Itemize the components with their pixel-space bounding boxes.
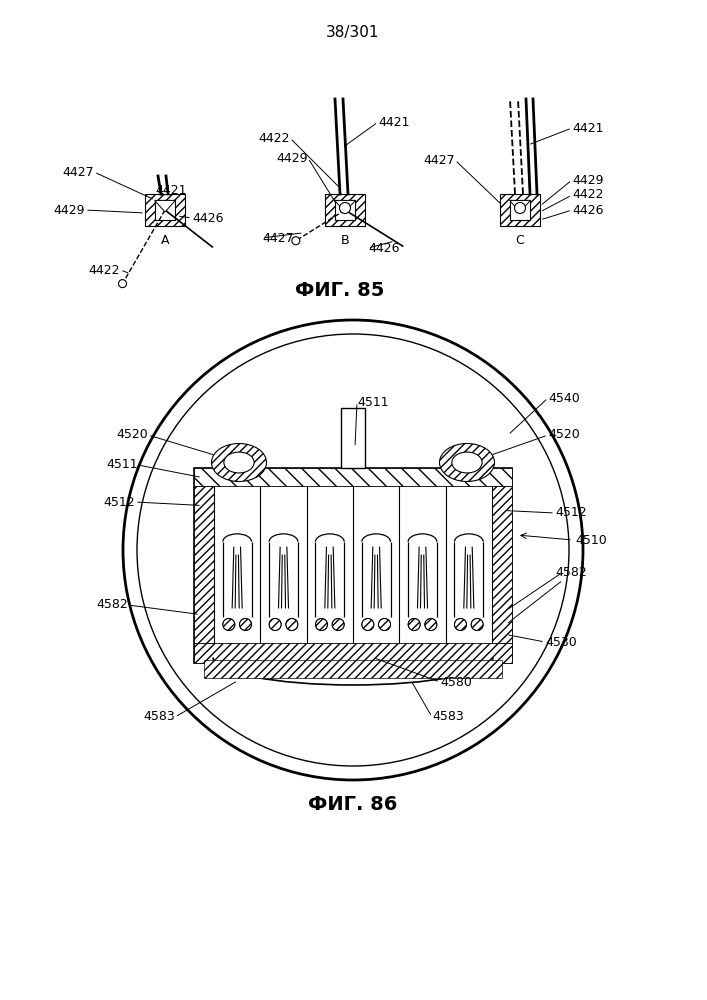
- Circle shape: [425, 618, 437, 631]
- Text: 4429: 4429: [572, 174, 604, 186]
- Text: 4421: 4421: [155, 184, 187, 196]
- Text: 4512: 4512: [103, 495, 135, 508]
- Text: 4427: 4427: [262, 232, 293, 244]
- Text: 4426: 4426: [192, 212, 223, 225]
- Bar: [194, 468, 512, 662]
- Ellipse shape: [211, 444, 267, 482]
- Circle shape: [315, 618, 327, 631]
- Bar: [334, 200, 356, 220]
- Text: 4583: 4583: [144, 710, 175, 724]
- Bar: [194, 468, 512, 486]
- Text: 4540: 4540: [548, 391, 580, 404]
- Text: 4421: 4421: [378, 115, 409, 128]
- Circle shape: [223, 618, 235, 631]
- Bar: [194, 486, 214, 643]
- Circle shape: [378, 618, 390, 631]
- Ellipse shape: [224, 452, 254, 473]
- Text: 4429: 4429: [276, 151, 308, 164]
- Text: ФИГ. 86: ФИГ. 86: [308, 796, 397, 814]
- Circle shape: [471, 618, 483, 631]
- Text: 4511: 4511: [106, 458, 138, 472]
- Text: 4426: 4426: [572, 204, 604, 217]
- Text: 4520: 4520: [116, 428, 148, 442]
- Circle shape: [292, 237, 300, 245]
- Text: 4582: 4582: [555, 566, 587, 578]
- Circle shape: [269, 618, 281, 631]
- Bar: [145, 194, 185, 226]
- Bar: [325, 194, 365, 226]
- Bar: [500, 194, 540, 226]
- Text: C: C: [515, 233, 525, 246]
- Circle shape: [240, 618, 252, 631]
- Circle shape: [408, 618, 420, 631]
- Ellipse shape: [452, 452, 482, 473]
- Circle shape: [286, 618, 298, 631]
- Circle shape: [332, 618, 344, 631]
- Text: 4510: 4510: [575, 534, 607, 546]
- Bar: [194, 643, 512, 662]
- Text: B: B: [341, 233, 349, 246]
- Text: 4580: 4580: [440, 676, 472, 688]
- Ellipse shape: [440, 444, 494, 482]
- Bar: [214, 486, 492, 643]
- Circle shape: [362, 618, 374, 631]
- Bar: [510, 200, 530, 220]
- Text: 4520: 4520: [548, 428, 580, 442]
- Text: 4582: 4582: [96, 598, 128, 611]
- Text: 4426: 4426: [368, 241, 399, 254]
- Text: 4421: 4421: [572, 121, 604, 134]
- Circle shape: [123, 320, 583, 780]
- Circle shape: [455, 618, 467, 631]
- Text: A: A: [160, 233, 169, 246]
- Circle shape: [339, 202, 351, 214]
- Circle shape: [515, 202, 525, 214]
- Text: 4422: 4422: [88, 263, 120, 276]
- Bar: [341, 408, 365, 468]
- Bar: [155, 200, 175, 220]
- Text: 4427: 4427: [423, 153, 455, 166]
- Text: ФИГ. 85: ФИГ. 85: [296, 280, 385, 300]
- Polygon shape: [334, 200, 356, 212]
- Polygon shape: [510, 200, 530, 212]
- Bar: [492, 486, 512, 643]
- Text: 4583: 4583: [432, 710, 464, 724]
- Polygon shape: [155, 200, 175, 212]
- Text: 4422: 4422: [259, 131, 290, 144]
- Text: 4427: 4427: [62, 165, 94, 178]
- Text: 4512: 4512: [555, 506, 587, 520]
- Text: 4429: 4429: [54, 204, 85, 217]
- Text: 4511: 4511: [357, 395, 389, 408]
- Text: 4530: 4530: [545, 636, 577, 648]
- Text: 38/301: 38/301: [326, 24, 380, 39]
- Circle shape: [119, 280, 127, 288]
- Bar: [204, 660, 502, 678]
- Text: 4422: 4422: [572, 188, 604, 202]
